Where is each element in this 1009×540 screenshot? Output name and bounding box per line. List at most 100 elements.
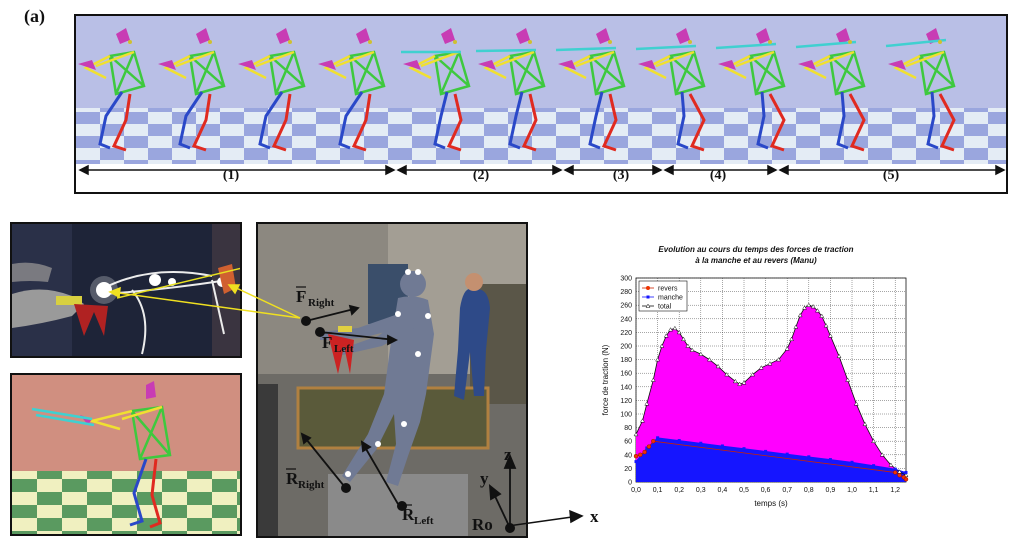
manche-point-12 [872,464,876,468]
y-tick-label-7: 140 [620,384,632,391]
f-left-symbol: F [322,333,332,352]
stick-figure-3 [238,28,306,152]
center-photo-drawing [258,224,526,536]
x-tick-label-2: 0,2 [674,487,684,494]
stick-figure-4 [318,28,386,152]
stick-figure-10 [795,28,866,152]
total-point-8 [672,325,678,331]
y-tick-label-13: 260 [620,303,632,310]
manche-point-13 [893,467,897,471]
total-point-30 [810,304,816,309]
total-point-24 [784,346,790,351]
render-figure-body [31,381,172,529]
render-drawing [12,375,240,534]
total-point-25 [789,336,794,341]
total-point-15 [715,363,721,369]
stick-figure-6 [475,28,546,152]
revers-point-5 [893,470,898,475]
x-tick-label-9: 0,9 [826,487,836,494]
subject-motion-capture-photo [256,222,528,538]
x-tick-label-12: 1,2 [890,487,900,494]
manche-point-11 [850,460,854,464]
traction-force-chart: 0 20 40 60 80 100 120 140 160 180 200 220 240 260 280 3… [601,276,909,508]
x-tick-label-1: 0,1 [653,487,663,494]
total-point-23 [776,357,781,362]
total-point-27 [797,312,803,318]
hands-photo-drawing [12,224,240,356]
total-point-16 [724,372,730,377]
x-tick-label-6: 0,6 [761,487,771,494]
total-point-1 [640,418,645,423]
stick-figure-9 [715,28,786,152]
total-point-31 [815,308,820,313]
y-tick-label-12: 240 [620,316,632,323]
total-point-37 [853,401,859,406]
revers-point-2 [642,449,647,455]
manche-point-2 [656,436,660,440]
chart-legend: revers manche total [638,280,688,312]
total-point-33 [823,323,829,328]
r-left-subscript: Left [414,515,434,527]
total-area [636,305,906,482]
total-point-3 [650,377,656,382]
legend-label-total: total [658,304,672,311]
x-tick-label-8: 0,8 [804,487,814,494]
total-point-36 [845,377,851,382]
chart-title-block: Evolution au cours du temps des forces d… [606,244,906,266]
axis-z-label: z [504,445,512,464]
manche-point-3 [677,439,681,443]
stick-figure-8 [635,28,706,152]
revers-point-1 [638,452,643,458]
revers-point-0 [633,453,639,459]
y-tick-label-10: 200 [620,344,632,351]
y-tick-label-9: 180 [620,357,632,364]
revers-point-8 [903,477,909,482]
total-point-19 [741,380,747,385]
stick-figure-7 [555,28,626,152]
manche-point-1 [645,446,649,450]
legend-marker-total [645,303,651,308]
legend-marker-manche [646,295,650,299]
y-tick-label-14: 280 [620,289,632,296]
y-tick-label-3: 60 [624,439,632,446]
total-point-28 [802,305,807,310]
phase-arrows [78,164,1006,176]
y-tick-label-2: 40 [624,452,632,459]
stick-figure-1 [78,28,146,152]
y-tick-label-5: 100 [620,412,632,419]
stick-figure-5 [401,28,471,152]
total-point-32 [819,313,825,318]
total-point-2 [644,401,650,406]
x-tick-label-5: 0,5 [739,487,749,494]
total-point-38 [862,421,868,426]
stick-figure-11 [885,28,956,152]
total-point-13 [698,351,704,356]
total-point-22 [767,361,773,366]
manche-point-5 [720,444,724,448]
r-right-subscript: Right [298,479,325,491]
total-point-35 [836,353,842,358]
axis-x-label: x [590,507,599,526]
manche-point-0 [634,460,638,464]
legend-label-manche: manche [658,295,683,302]
manche-point-7 [764,449,768,453]
r-left-symbol: R [402,505,415,524]
x-tick-label-0: 0,0 [631,487,641,494]
hands-marker-photo [10,222,242,358]
x-tick-label-7: 0,7 [782,487,792,494]
total-point-26 [793,324,799,329]
y-tick-label-15: 300 [620,276,632,283]
total-point-21 [758,365,764,370]
total-point-18 [737,381,743,386]
f-left-subscript: Left [334,343,354,355]
f-right-subscript: Right [308,297,335,309]
phase-label-1: (1) [222,168,240,183]
y-tick-label-0: 0 [628,480,632,487]
legend-label-revers: revers [658,286,678,293]
manche-point-8 [785,452,789,456]
total-point-40 [879,452,885,457]
stick-figure-2 [158,28,226,152]
revers-point-6 [897,472,902,478]
total-point-12 [689,347,695,352]
